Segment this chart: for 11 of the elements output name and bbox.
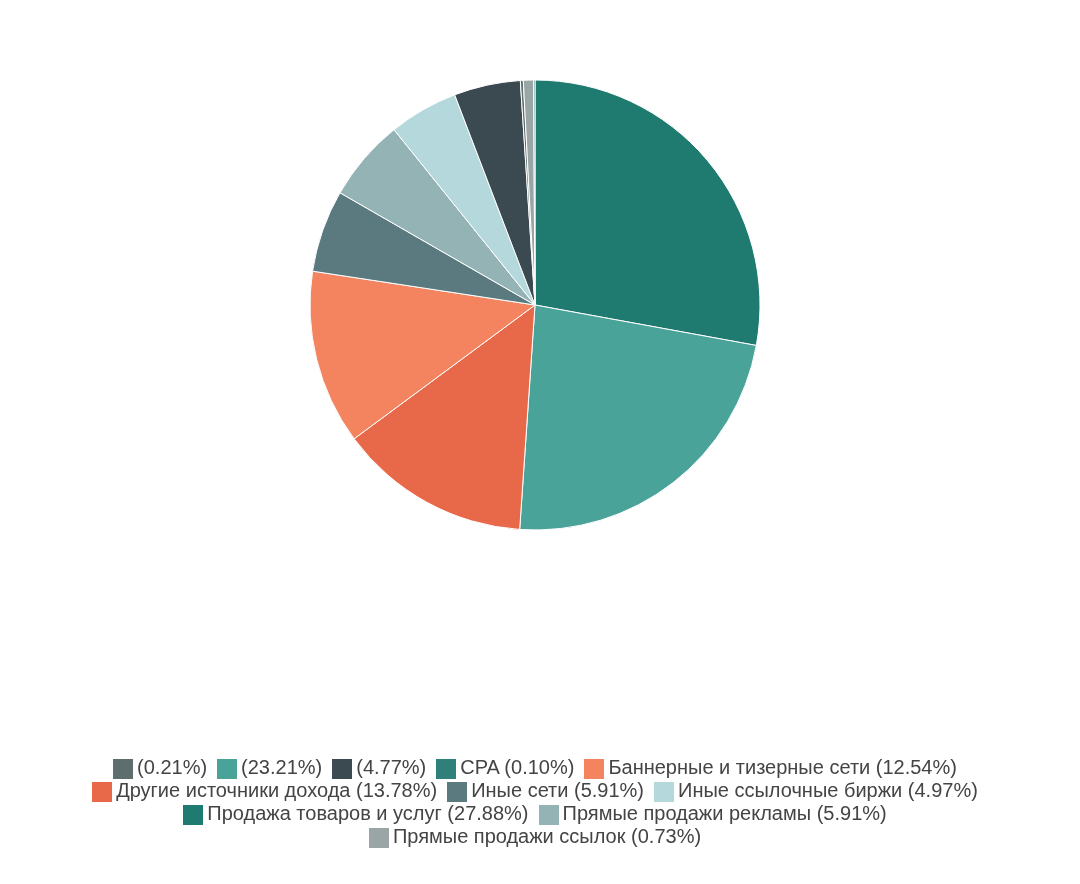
legend-label: Прямые продажи рекламы (5.91%) — [562, 802, 887, 824]
legend-label: (23.21%) — [241, 756, 323, 778]
legend-label: Иные сети (5.91%) — [471, 779, 645, 801]
legend-label: (4.77%) — [356, 756, 427, 778]
legend-label: Продажа товаров и услуг (27.88%) — [207, 802, 529, 824]
legend-label: Прямые продажи ссылок (0.73%) — [392, 825, 702, 847]
legend-label: Иные ссылочные биржи (4.97%) — [678, 779, 978, 801]
legend-label: Баннерные и тизерные сети (12.54%) — [608, 756, 957, 778]
legend-label: (0.21%) — [137, 756, 208, 778]
legend-label: CPA (0.10%) — [460, 756, 575, 778]
legend-label: Другие источники дохода (13.78%) — [116, 779, 438, 801]
